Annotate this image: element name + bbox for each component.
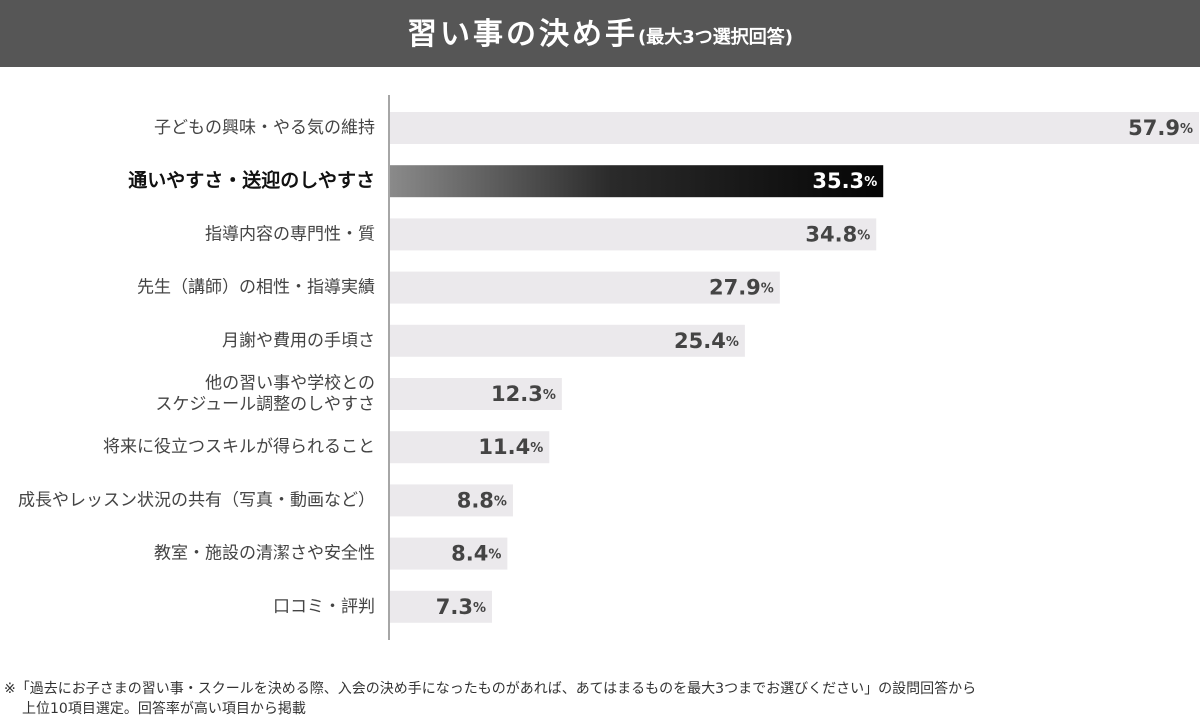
value-label: 12.3%	[491, 382, 556, 406]
category-label: スケジュール調整のしやすさ	[155, 395, 375, 415]
bar	[390, 324, 745, 357]
value-label: 35.3%	[812, 169, 877, 193]
value-number: 57.9	[1128, 116, 1180, 140]
bar	[390, 431, 550, 464]
value-label: 11.4%	[478, 435, 543, 459]
header-band	[0, 0, 1200, 67]
category-label: 通いやすさ・送迎のしやすさ	[128, 169, 375, 192]
value-number: 8.8	[457, 488, 494, 512]
value-label: 57.9%	[1128, 116, 1193, 140]
value-label: 8.8%	[457, 488, 507, 512]
category-label: 子どもの興味・やる気の維持	[154, 118, 375, 138]
value-unit: %	[530, 441, 543, 456]
bar	[390, 378, 562, 410]
bar	[390, 218, 877, 251]
value-number: 34.8	[805, 222, 857, 246]
value-number: 7.3	[436, 595, 473, 619]
category-label: 成長やレッスン状況の共有（写真・動画など）	[18, 490, 375, 510]
bar	[390, 165, 884, 198]
bar	[390, 484, 513, 517]
category-label: 他の習い事や学校との	[205, 374, 375, 394]
value-label: 27.9%	[709, 276, 774, 300]
bar	[390, 271, 780, 304]
footnote: ※「過去にお子さまの習い事・スクールを決める際、入会の決め手になったものがあれば…	[4, 680, 976, 697]
value-unit: %	[864, 175, 877, 190]
value-label: 25.4%	[674, 329, 739, 353]
value-number: 25.4	[674, 329, 726, 353]
category-label: 口コミ・評判	[273, 597, 375, 617]
category-label: 将来に役立つスキルが得られること	[103, 437, 375, 457]
value-unit: %	[494, 494, 507, 509]
value-unit: %	[473, 600, 486, 615]
category-label: 指導内容の専門性・質	[205, 224, 375, 244]
value-number: 8.4	[451, 542, 488, 566]
bar	[390, 112, 1199, 144]
value-unit: %	[543, 388, 556, 403]
bar	[390, 590, 492, 623]
value-unit: %	[857, 228, 870, 243]
value-unit: %	[726, 334, 739, 349]
value-label: 8.4%	[451, 542, 501, 566]
value-number: 27.9	[709, 276, 761, 300]
value-unit: %	[761, 281, 774, 296]
category-label: 教室・施設の清潔さや安全性	[154, 544, 375, 564]
chart-title-group: 習い事の決め手(最大3つ選択回答)	[407, 17, 793, 52]
value-number: 35.3	[812, 169, 864, 193]
category-label: 月謝や費用の手頃さ	[222, 331, 375, 351]
value-unit: %	[1180, 122, 1193, 137]
chart-title: 習い事の決め手	[407, 17, 638, 52]
bar	[390, 537, 508, 570]
value-label: 34.8%	[805, 222, 870, 246]
chart-subtitle: (最大3つ選択回答)	[638, 26, 793, 48]
value-number: 11.4	[478, 435, 530, 459]
footnote: 上位10項目選定。回答率が高い項目から掲載	[22, 700, 306, 717]
value-number: 12.3	[491, 382, 543, 406]
value-label: 7.3%	[436, 595, 486, 619]
category-label: 先生（講師）の相性・指導実績	[137, 278, 375, 298]
value-unit: %	[488, 547, 501, 562]
